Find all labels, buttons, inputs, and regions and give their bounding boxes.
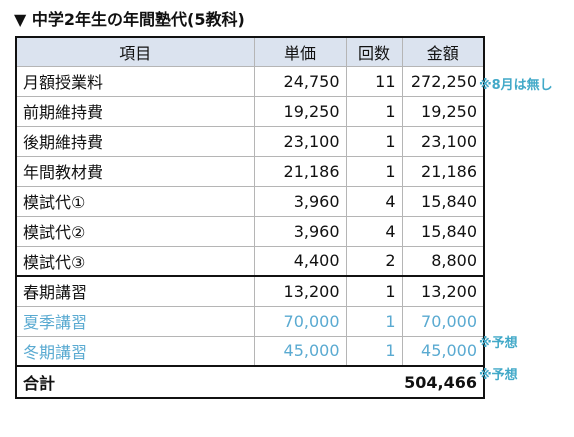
total-row: 合計 504,466: [15, 365, 485, 399]
total-value: 504,466: [346, 365, 485, 399]
row-price: 19,250: [253, 95, 347, 127]
row-amount: 13,200: [401, 275, 485, 307]
table-row: 年間教材費 21,186 1 21,186: [15, 155, 485, 187]
table-row: 春期講習 13,200 1 13,200: [15, 275, 485, 307]
row-amount: 15,840: [401, 185, 485, 217]
row-count: 11: [345, 65, 403, 97]
row-count: 1: [345, 305, 403, 337]
row-count: 2: [345, 245, 403, 277]
row-price: 45,000: [253, 335, 347, 367]
table-row-estimate: 冬期講習 45,000 1 45,000: [15, 335, 485, 367]
row-price: 3,960: [253, 185, 347, 217]
row-amount: 45,000: [401, 335, 485, 367]
header-amount: 金額: [401, 36, 485, 67]
row-item: 春期講習: [15, 275, 255, 307]
row-item: 冬期講習: [15, 335, 255, 367]
table-row-estimate: 夏季講習 70,000 1 70,000: [15, 305, 485, 337]
table-row: 前期維持費 19,250 1 19,250: [15, 95, 485, 127]
header-item: 項目: [15, 36, 255, 67]
row-amount: 21,186: [401, 155, 485, 187]
row-amount: 15,840: [401, 215, 485, 247]
table-row: 月額授業料 24,750 11 272,250: [15, 65, 485, 97]
table-row: 後期維持費 23,100 1 23,100: [15, 125, 485, 157]
row-amount: 8,800: [401, 245, 485, 277]
row-amount: 272,250: [401, 65, 485, 97]
row-count: 4: [345, 185, 403, 217]
note-estimate-winter: ※予想: [479, 368, 518, 383]
row-item: 模試代③: [15, 245, 255, 277]
total-label: 合計: [15, 365, 346, 399]
table-header-row: 項目 単価 回数 金額: [15, 36, 485, 67]
row-price: 13,200: [253, 275, 347, 307]
row-price: 4,400: [253, 245, 347, 277]
row-price: 3,960: [253, 215, 347, 247]
row-count: 1: [345, 155, 403, 187]
row-item: 模試代②: [15, 215, 255, 247]
row-price: 21,186: [253, 155, 347, 187]
row-amount: 70,000: [401, 305, 485, 337]
row-item: 年間教材費: [15, 155, 255, 187]
row-item: 夏季講習: [15, 305, 255, 337]
header-count: 回数: [345, 36, 403, 67]
row-count: 1: [345, 335, 403, 367]
note-no-august: ※8月は無し: [479, 78, 553, 93]
note-estimate-summer: ※予想: [479, 336, 518, 351]
row-count: 1: [345, 125, 403, 157]
row-count: 1: [345, 275, 403, 307]
fee-table: 項目 単価 回数 金額 月額授業料 24,750 11 272,250 前期維持…: [15, 36, 485, 399]
row-item: 月額授業料: [15, 65, 255, 97]
row-amount: 19,250: [401, 95, 485, 127]
table-row: 模試代② 3,960 4 15,840: [15, 215, 485, 247]
row-count: 4: [345, 215, 403, 247]
header-price: 単価: [253, 36, 347, 67]
row-count: 1: [345, 95, 403, 127]
row-price: 70,000: [253, 305, 347, 337]
page-title: ▼ 中学2年生の年間塾代(5教科): [14, 10, 245, 29]
row-item: 後期維持費: [15, 125, 255, 157]
table-row: 模試代③ 4,400 2 8,800: [15, 245, 485, 277]
row-amount: 23,100: [401, 125, 485, 157]
table-row: 模試代① 3,960 4 15,840: [15, 185, 485, 217]
row-item: 前期維持費: [15, 95, 255, 127]
row-item: 模試代①: [15, 185, 255, 217]
row-price: 24,750: [253, 65, 347, 97]
row-price: 23,100: [253, 125, 347, 157]
